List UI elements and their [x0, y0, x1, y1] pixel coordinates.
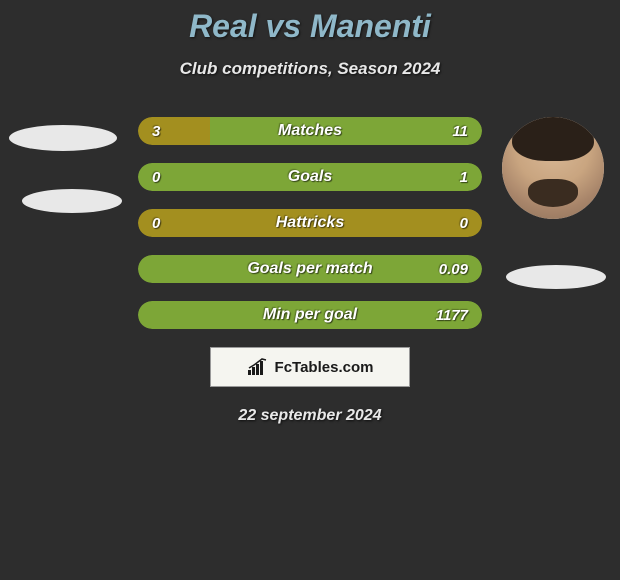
content-row: 3Matches110Goals10Hattricks0Goals per ma… [0, 117, 620, 329]
stats-bars: 3Matches110Goals10Hattricks0Goals per ma… [138, 117, 482, 329]
right-player-column [494, 117, 612, 289]
update-date: 22 september 2024 [0, 407, 620, 425]
right-player-flag [506, 265, 606, 289]
stat-bar: 0Hattricks0 [138, 209, 482, 237]
logo-text: FcTables.com [275, 359, 374, 376]
left-player-avatar [9, 125, 117, 151]
stat-label: Goals [138, 168, 482, 186]
stat-right-value: 0 [460, 215, 468, 232]
comparison-card: Real vs Manenti Club competitions, Seaso… [0, 0, 620, 425]
player-face-icon [502, 117, 604, 219]
left-player-flag [22, 189, 122, 213]
stat-label: Goals per match [138, 260, 482, 278]
stat-label: Min per goal [138, 306, 482, 324]
stat-bar: Goals per match0.09 [138, 255, 482, 283]
chart-icon [247, 358, 269, 376]
stat-right-value: 1177 [436, 307, 468, 324]
stat-label: Matches [138, 122, 482, 140]
subtitle: Club competitions, Season 2024 [0, 59, 620, 79]
left-player-column [8, 117, 126, 213]
stat-bar: 0Goals1 [138, 163, 482, 191]
page-title: Real vs Manenti [0, 8, 620, 45]
source-logo[interactable]: FcTables.com [210, 347, 410, 387]
stat-label: Hattricks [138, 214, 482, 232]
stat-right-value: 11 [452, 123, 468, 140]
stat-right-value: 1 [460, 169, 468, 186]
right-player-avatar [502, 117, 604, 219]
stat-bar: Min per goal1177 [138, 301, 482, 329]
stat-right-value: 0.09 [439, 261, 468, 278]
stat-bar: 3Matches11 [138, 117, 482, 145]
